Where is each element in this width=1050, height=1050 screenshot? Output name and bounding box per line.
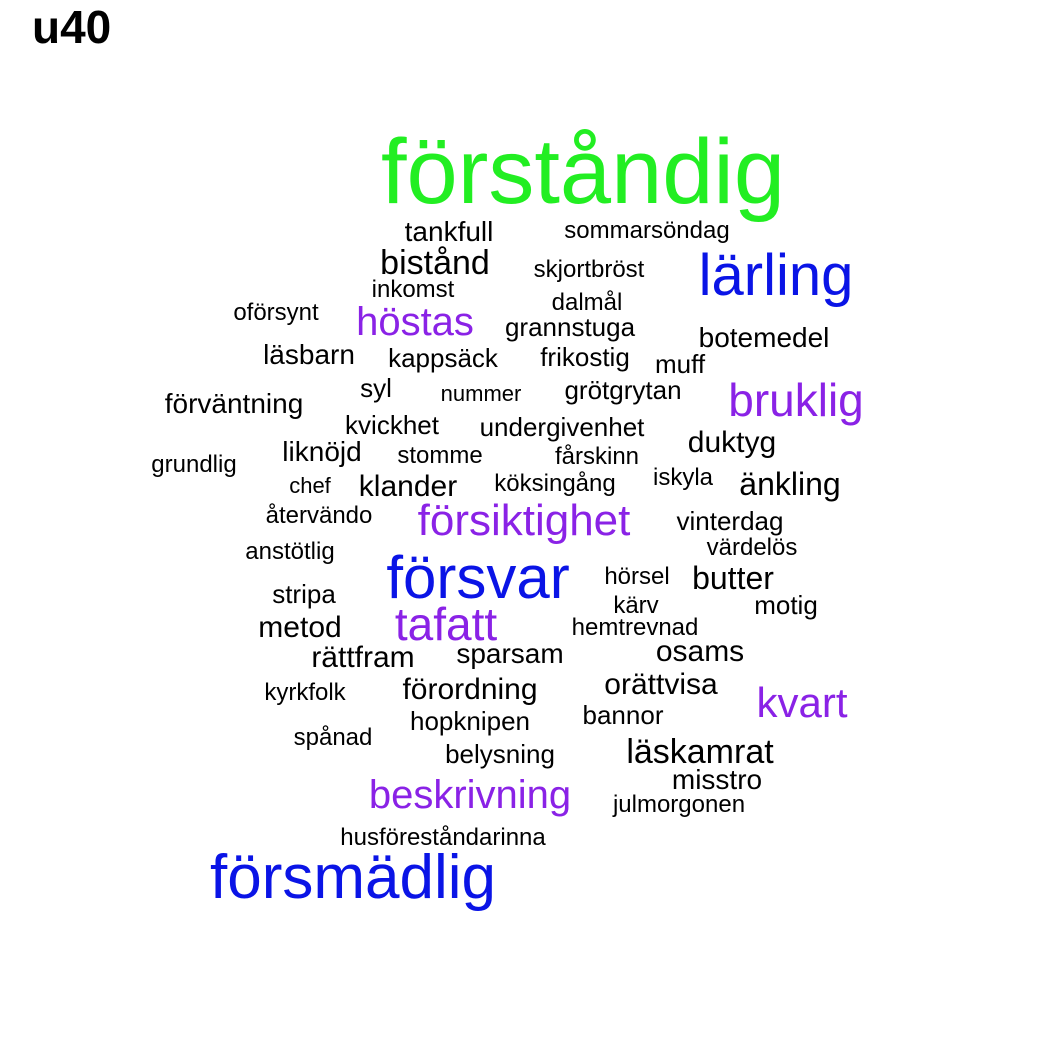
cloud-word: iskyla xyxy=(652,464,714,491)
cloud-word: skjortbröst xyxy=(533,256,645,283)
cloud-word: fårskinn xyxy=(554,443,640,470)
cloud-word: bruklig xyxy=(728,374,864,426)
cloud-word: grötgrytan xyxy=(564,375,682,405)
cloud-word: anstötlig xyxy=(245,538,335,565)
cloud-word: duktyg xyxy=(687,426,777,459)
cloud-word: julmorgonen xyxy=(612,791,746,818)
cloud-word: förståndig xyxy=(380,121,786,223)
cloud-word: klander xyxy=(358,470,458,503)
cloud-word: hemtrevnad xyxy=(571,614,699,641)
cloud-word: grundlig xyxy=(151,451,237,478)
cloud-word: sparsam xyxy=(456,638,564,669)
cloud-word: förordning xyxy=(402,673,538,706)
cloud-word: butter xyxy=(692,560,774,596)
cloud-word: orättvisa xyxy=(604,668,718,701)
cloud-word: dalmål xyxy=(551,289,623,316)
cloud-word: beskrivning xyxy=(368,773,572,817)
cloud-word: rättfram xyxy=(311,641,415,674)
cloud-word: undergivenhet xyxy=(479,412,645,442)
cloud-word: sommarsöndag xyxy=(564,217,730,244)
cloud-word: oförsynt xyxy=(233,299,319,326)
cloud-word: återvändo xyxy=(265,502,373,529)
cloud-word: chef xyxy=(289,473,331,498)
cloud-word: läsbarn xyxy=(263,339,355,370)
cloud-word: tankfull xyxy=(404,216,494,247)
cloud-word: kappsäck xyxy=(388,343,498,373)
cloud-word: stomme xyxy=(397,442,483,469)
cloud-word: osams xyxy=(655,635,745,668)
cloud-word: höstas xyxy=(356,300,474,344)
cloud-word: hopknipen xyxy=(410,706,530,736)
cloud-word: vinterdag xyxy=(676,506,784,536)
cloud-word: kärv xyxy=(613,592,659,619)
cloud-word: metod xyxy=(258,611,342,644)
cloud-word: hörsel xyxy=(604,563,670,590)
cloud-word: syl xyxy=(360,373,392,403)
cloud-word: läskamrat xyxy=(626,733,774,771)
cloud-word: inkomst xyxy=(371,276,455,303)
cloud-word: kvickhet xyxy=(345,410,439,440)
cloud-word: husföreståndarinna xyxy=(340,824,546,851)
cloud-word: bannor xyxy=(582,700,664,730)
cloud-word: köksingång xyxy=(494,470,616,497)
cloud-word: kyrkfolk xyxy=(264,679,346,706)
cloud-word: lärling xyxy=(698,243,854,308)
cloud-word: stripa xyxy=(272,579,336,609)
cloud-word: misstro xyxy=(671,764,763,795)
cloud-word: försvar xyxy=(386,544,570,611)
page-title: u40 xyxy=(32,1,112,53)
cloud-word: botemedel xyxy=(698,322,830,353)
cloud-word: tafatt xyxy=(394,598,498,650)
cloud-word: muff xyxy=(654,349,706,379)
cloud-word: kvart xyxy=(756,679,848,726)
cloud-word: belysning xyxy=(445,739,555,769)
cloud-word: förväntning xyxy=(164,388,304,419)
cloud-word: försmädlig xyxy=(210,843,496,912)
cloud-word: motig xyxy=(754,590,818,620)
cloud-word: frikostig xyxy=(540,342,630,372)
cloud-word: spånad xyxy=(293,724,373,751)
cloud-word: grannstuga xyxy=(504,312,636,342)
cloud-word: liknöjd xyxy=(282,436,362,467)
cloud-word: nummer xyxy=(440,381,522,406)
cloud-word: bistånd xyxy=(380,244,490,282)
cloud-word: försiktighet xyxy=(417,496,631,545)
cloud-word: värdelös xyxy=(706,534,798,561)
cloud-word: änkling xyxy=(739,466,841,502)
